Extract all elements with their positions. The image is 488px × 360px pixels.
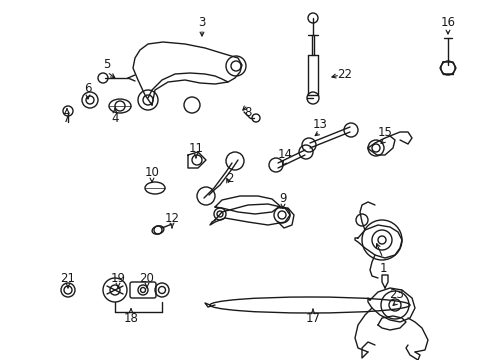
Text: 18: 18 bbox=[123, 311, 138, 324]
Text: 23: 23 bbox=[389, 288, 404, 302]
Text: 22: 22 bbox=[337, 68, 352, 81]
Text: 13: 13 bbox=[312, 118, 327, 131]
Text: 17: 17 bbox=[305, 311, 320, 324]
Text: 12: 12 bbox=[164, 211, 179, 225]
Text: 11: 11 bbox=[188, 141, 203, 154]
Text: 6: 6 bbox=[84, 81, 92, 94]
Text: 19: 19 bbox=[110, 271, 125, 284]
Text: 16: 16 bbox=[440, 15, 454, 28]
Text: 1: 1 bbox=[379, 261, 386, 274]
Text: 2: 2 bbox=[226, 171, 233, 184]
Text: 20: 20 bbox=[139, 271, 154, 284]
Text: 7: 7 bbox=[63, 112, 71, 125]
Text: 15: 15 bbox=[377, 126, 392, 139]
Text: 14: 14 bbox=[277, 148, 292, 162]
Text: 10: 10 bbox=[144, 166, 159, 179]
Text: 4: 4 bbox=[111, 112, 119, 125]
Text: 3: 3 bbox=[198, 15, 205, 28]
Text: 9: 9 bbox=[279, 192, 286, 204]
Text: 21: 21 bbox=[61, 271, 75, 284]
Text: 5: 5 bbox=[103, 58, 110, 72]
FancyBboxPatch shape bbox=[130, 282, 156, 298]
Text: 8: 8 bbox=[244, 105, 251, 118]
